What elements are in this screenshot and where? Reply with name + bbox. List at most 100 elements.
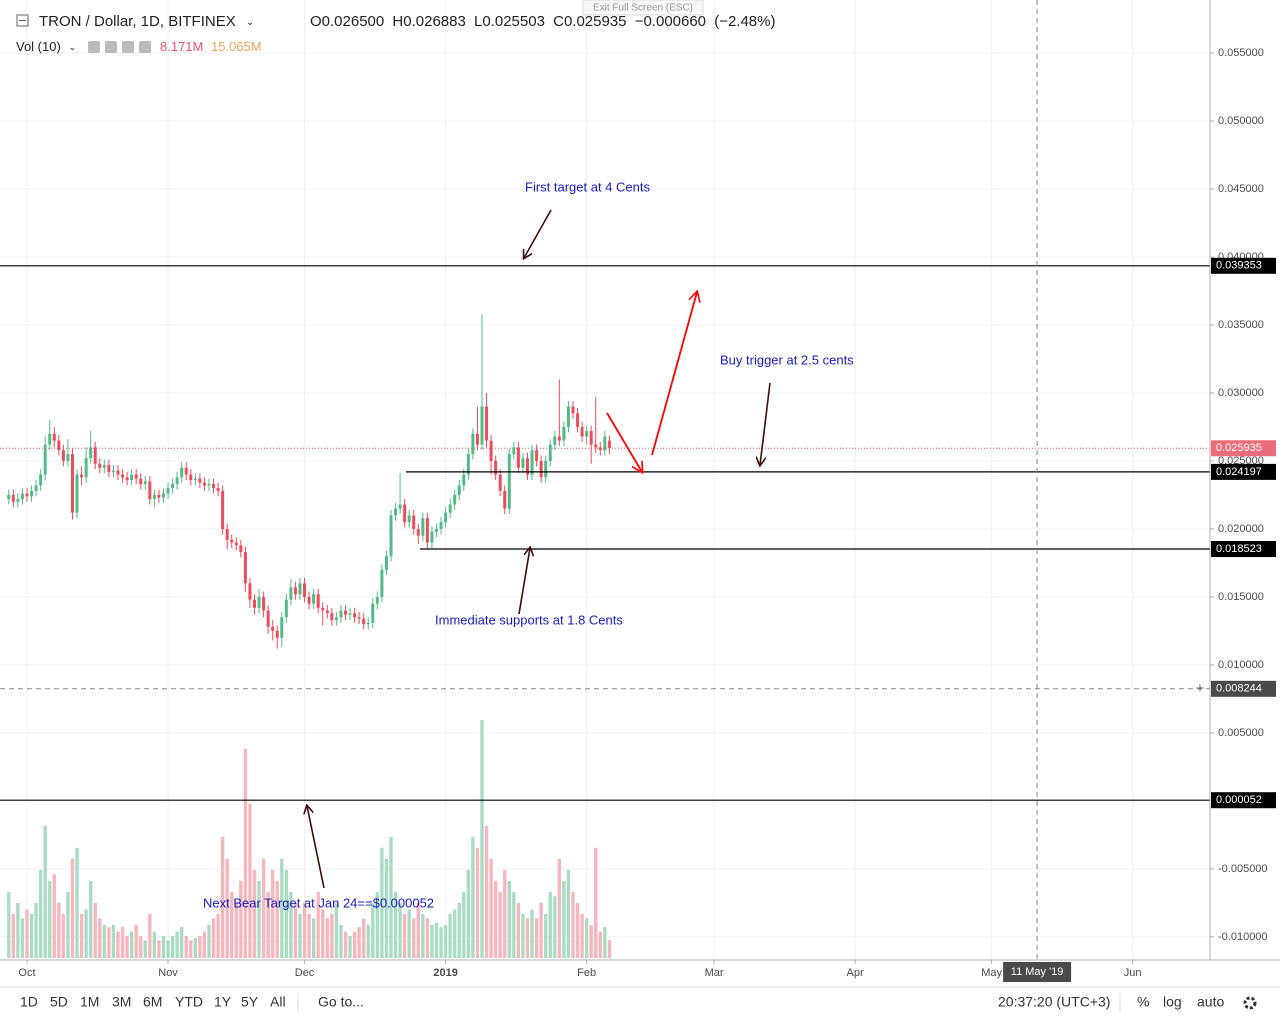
- volume-bar: [66, 891, 70, 958]
- range-button[interactable]: 6M: [143, 994, 162, 1010]
- volume-bar: [11, 913, 16, 958]
- candle-body: [293, 587, 297, 595]
- candle-body: [357, 617, 361, 619]
- candle-body: [175, 477, 179, 485]
- candle-body: [475, 433, 479, 445]
- candle-body: [48, 433, 52, 445]
- volume-bar: [493, 880, 498, 958]
- volume-bar: [289, 891, 293, 958]
- volume-values: 8.171M 15.065M: [160, 39, 262, 54]
- volume-bar: [43, 825, 47, 958]
- crosshair-x-label: 11 May '19: [1011, 966, 1064, 978]
- volume-bar: [339, 924, 343, 958]
- candle-body: [525, 458, 529, 475]
- volume-bar: [457, 902, 461, 958]
- range-button[interactable]: 5D: [50, 994, 68, 1010]
- candle-body: [485, 406, 489, 441]
- settings-icon[interactable]: [1243, 996, 1257, 1010]
- volume-bar: [107, 927, 111, 958]
- volume-bar: [34, 902, 38, 958]
- collapse-icon[interactable]: [16, 14, 29, 27]
- remove-button[interactable]: [139, 41, 151, 53]
- candle-body: [84, 458, 88, 478]
- dropdown-icon[interactable]: ⌄: [68, 42, 76, 52]
- volume-bar: [361, 918, 366, 958]
- visibility-button[interactable]: [88, 41, 100, 53]
- volume-bar: [357, 927, 361, 958]
- levels: +: [0, 0, 1210, 960]
- volume-bar: [402, 913, 407, 958]
- volume-bar: [566, 869, 571, 958]
- volume-last: 8.171M: [160, 39, 203, 54]
- volume-bar: [252, 869, 257, 958]
- volume-bar: [452, 909, 457, 958]
- candle-body: [321, 607, 325, 611]
- volume-bar: [207, 924, 211, 958]
- candle-body: [230, 539, 234, 543]
- scale-option[interactable]: log: [1163, 994, 1182, 1010]
- ohlc-legend: O0.026500 H0.026883 L0.025503 C0.025935 …: [310, 13, 776, 30]
- volume-bar: [603, 927, 607, 958]
- candles: [7, 314, 611, 649]
- dropdown-icon[interactable]: ⌄: [246, 17, 254, 28]
- x-tick-label: Apr: [847, 967, 864, 979]
- volume-bar: [93, 902, 97, 958]
- add-button[interactable]: [122, 41, 134, 53]
- y-tick-label: 0.005000: [1218, 727, 1264, 739]
- range-button[interactable]: 1D: [20, 994, 38, 1010]
- candle-body: [271, 626, 275, 631]
- range-button[interactable]: YTD: [175, 994, 203, 1010]
- candle-body: [521, 458, 525, 468]
- volume-bar: [307, 913, 311, 958]
- volume-bar: [120, 927, 125, 958]
- candle-body: [216, 488, 220, 491]
- range-button[interactable]: 1Y: [214, 994, 232, 1010]
- candle-body: [107, 465, 111, 472]
- y-tick-label: 0.030000: [1218, 387, 1264, 399]
- range-button[interactable]: 3M: [112, 994, 131, 1010]
- goto-button[interactable]: Go to...: [318, 994, 364, 1010]
- scale-option[interactable]: auto: [1197, 994, 1224, 1010]
- candle-body: [52, 433, 56, 441]
- settings-button[interactable]: [105, 41, 117, 53]
- range-button[interactable]: All: [270, 994, 286, 1010]
- change: −0.000660: [635, 13, 706, 30]
- candle-body: [16, 499, 20, 502]
- volume-bar: [316, 891, 320, 958]
- candle-body: [303, 583, 307, 597]
- candle-body: [298, 583, 302, 595]
- candle-body: [407, 515, 411, 523]
- candle-body: [366, 622, 370, 625]
- volume-bar: [548, 891, 552, 958]
- price-tag: [1211, 792, 1276, 809]
- ohlc-value: 0.026883: [403, 13, 466, 30]
- x-tick-label: Jun: [1124, 967, 1142, 979]
- volume-bar: [70, 858, 75, 958]
- range-button[interactable]: 1M: [80, 994, 99, 1010]
- x-tick-label: Feb: [577, 967, 596, 979]
- legend: TRON / Dollar, 1D, BITFINEX ⌄: [39, 13, 254, 30]
- scale-option[interactable]: %: [1137, 994, 1149, 1010]
- exit-fullscreen[interactable]: [582, 0, 704, 16]
- volume-bar: [489, 858, 493, 958]
- add-level-icon[interactable]: +: [1196, 680, 1204, 696]
- candle-body: [212, 484, 216, 489]
- candle-body: [239, 545, 243, 553]
- candle-body: [494, 460, 498, 475]
- volume-bar: [421, 913, 425, 958]
- volume-bar: [521, 913, 525, 958]
- volume-bar: [175, 931, 179, 958]
- candle-body: [571, 406, 575, 414]
- range-button[interactable]: 5Y: [241, 994, 259, 1010]
- volume-bar: [557, 858, 562, 958]
- volume-bar: [248, 803, 252, 958]
- volume-bar: [471, 836, 475, 958]
- volume-legend: Vol (10) ⌄: [16, 39, 76, 54]
- candle-body: [193, 478, 197, 480]
- volume-bar: [198, 935, 202, 958]
- volume-bar: [148, 913, 152, 958]
- crosshair-x-tag: [1003, 962, 1072, 982]
- volume-bar: [275, 880, 279, 958]
- volume-bar: [462, 891, 466, 958]
- candle-body: [148, 481, 152, 500]
